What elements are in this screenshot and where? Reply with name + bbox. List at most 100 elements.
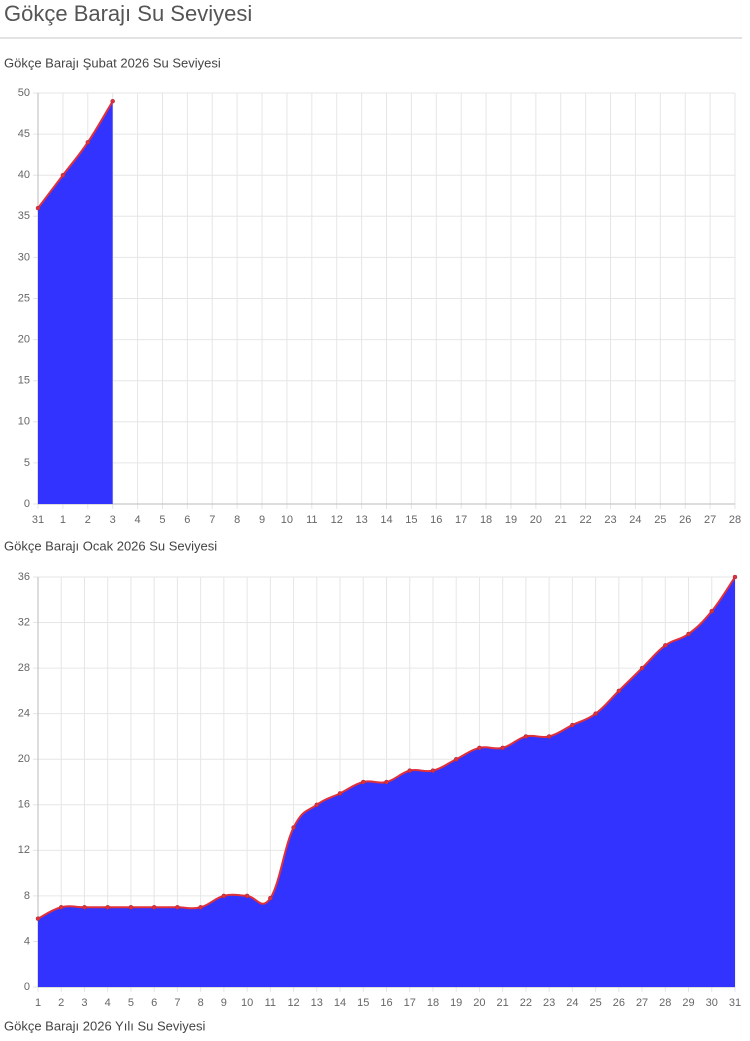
x-tick-label: 12 bbox=[287, 997, 299, 1009]
point bbox=[82, 905, 87, 910]
x-tick-label: 26 bbox=[613, 997, 625, 1009]
y-tick-label: 5 bbox=[24, 457, 30, 469]
point bbox=[546, 734, 552, 739]
chart-title: Gökçe Barajı Şubat 2026 Su Seviyesi bbox=[4, 55, 221, 70]
point bbox=[361, 779, 366, 785]
x-tick-label: 4 bbox=[135, 514, 141, 526]
y-tick-label: 24 bbox=[18, 708, 30, 720]
x-tick-label: 17 bbox=[404, 997, 416, 1009]
x-tick-label: 20 bbox=[530, 514, 542, 526]
x-tick-label: 27 bbox=[636, 997, 648, 1009]
y-tick-label: 32 bbox=[18, 616, 30, 628]
x-tick-label: 31 bbox=[32, 514, 44, 526]
x-tick-label: 15 bbox=[405, 514, 417, 526]
x-tick-label: 22 bbox=[580, 514, 592, 526]
chart-title: Gökçe Barajı Ocak 2026 Su Seviyesi bbox=[4, 538, 217, 553]
x-tick-label: 7 bbox=[174, 997, 180, 1009]
point bbox=[616, 688, 622, 694]
point bbox=[221, 893, 227, 899]
point bbox=[477, 745, 482, 751]
x-tick-label: 9 bbox=[221, 997, 227, 1009]
y-tick-label: 25 bbox=[18, 292, 30, 304]
x-tick-label: 6 bbox=[151, 997, 157, 1009]
x-tick-label: 10 bbox=[241, 997, 253, 1009]
x-tick-label: 2 bbox=[58, 997, 64, 1009]
y-tick-label: 15 bbox=[18, 375, 30, 387]
point bbox=[35, 916, 41, 921]
x-tick-label: 23 bbox=[543, 997, 555, 1009]
point bbox=[732, 574, 738, 580]
x-tick-label: 3 bbox=[110, 514, 116, 526]
y-tick-label: 45 bbox=[18, 128, 30, 140]
point bbox=[110, 98, 115, 104]
x-tick-label: 21 bbox=[555, 514, 567, 526]
y-tick-label: 30 bbox=[18, 251, 30, 263]
y-tick-label: 40 bbox=[18, 169, 30, 181]
x-tick-label: 1 bbox=[35, 997, 41, 1009]
point bbox=[85, 140, 91, 145]
point bbox=[639, 665, 645, 671]
point bbox=[663, 643, 668, 648]
line bbox=[37, 100, 114, 209]
x-tick-label: 29 bbox=[682, 997, 694, 1009]
point bbox=[523, 734, 529, 739]
x-tick-label: 24 bbox=[566, 997, 578, 1009]
point bbox=[291, 825, 296, 830]
y-tick-label: 10 bbox=[18, 416, 30, 428]
x-tick-label: 5 bbox=[128, 997, 134, 1009]
x-tick-label: 28 bbox=[659, 997, 671, 1009]
x-tick-label: 7 bbox=[209, 514, 215, 526]
point bbox=[58, 905, 64, 910]
x-tick-label: 17 bbox=[455, 514, 467, 526]
x-tick-label: 22 bbox=[520, 997, 532, 1009]
point bbox=[314, 802, 320, 808]
y-tick-label: 0 bbox=[24, 498, 30, 510]
point bbox=[430, 768, 436, 773]
point bbox=[709, 608, 715, 614]
x-tick-label: 25 bbox=[654, 514, 666, 526]
x-tick-label: 13 bbox=[355, 514, 367, 526]
x-tick-label: 14 bbox=[334, 997, 346, 1009]
x-tick-label: 8 bbox=[198, 997, 204, 1009]
x-tick-label: 12 bbox=[331, 514, 343, 526]
x-tick-label: 31 bbox=[729, 997, 741, 1009]
x-tick-label: 16 bbox=[380, 997, 392, 1009]
x-tick-label: 24 bbox=[629, 514, 641, 526]
y-tick-label: 28 bbox=[18, 662, 30, 674]
point bbox=[175, 905, 180, 910]
x-tick-label: 19 bbox=[505, 514, 517, 526]
y-tick-label: 20 bbox=[18, 334, 30, 346]
point bbox=[593, 711, 598, 716]
point bbox=[105, 905, 110, 910]
page-title: Gökçe Barajı Su Seviyesi bbox=[4, 1, 252, 26]
point bbox=[686, 631, 691, 637]
y-tick-label: 8 bbox=[24, 890, 30, 902]
x-tick-label: 26 bbox=[679, 514, 691, 526]
x-tick-label: 18 bbox=[427, 997, 439, 1009]
x-tick-label: 13 bbox=[311, 997, 323, 1009]
x-tick-label: 27 bbox=[704, 514, 716, 526]
point bbox=[128, 905, 134, 910]
x-tick-label: 18 bbox=[480, 514, 492, 526]
point bbox=[244, 893, 250, 899]
x-tick-label: 4 bbox=[105, 997, 111, 1009]
point bbox=[60, 172, 66, 178]
x-tick-label: 14 bbox=[380, 514, 392, 526]
y-tick-label: 36 bbox=[18, 571, 30, 583]
point bbox=[407, 768, 412, 773]
x-tick-label: 8 bbox=[234, 514, 240, 526]
x-tick-label: 11 bbox=[265, 997, 276, 1009]
x-tick-label: 5 bbox=[159, 514, 165, 526]
x-tick-label: 21 bbox=[497, 997, 509, 1009]
x-tick-label: 25 bbox=[589, 997, 601, 1009]
y-tick-label: 0 bbox=[24, 981, 30, 993]
section-heading: Gökçe Barajı 2026 Yılı Su Seviyesi bbox=[4, 1018, 205, 1033]
x-tick-label: 23 bbox=[604, 514, 616, 526]
x-tick-label: 15 bbox=[357, 997, 369, 1009]
point bbox=[453, 756, 459, 762]
x-tick-label: 11 bbox=[306, 514, 317, 526]
y-tick-label: 35 bbox=[18, 210, 30, 222]
y-tick-label: 50 bbox=[18, 87, 30, 99]
